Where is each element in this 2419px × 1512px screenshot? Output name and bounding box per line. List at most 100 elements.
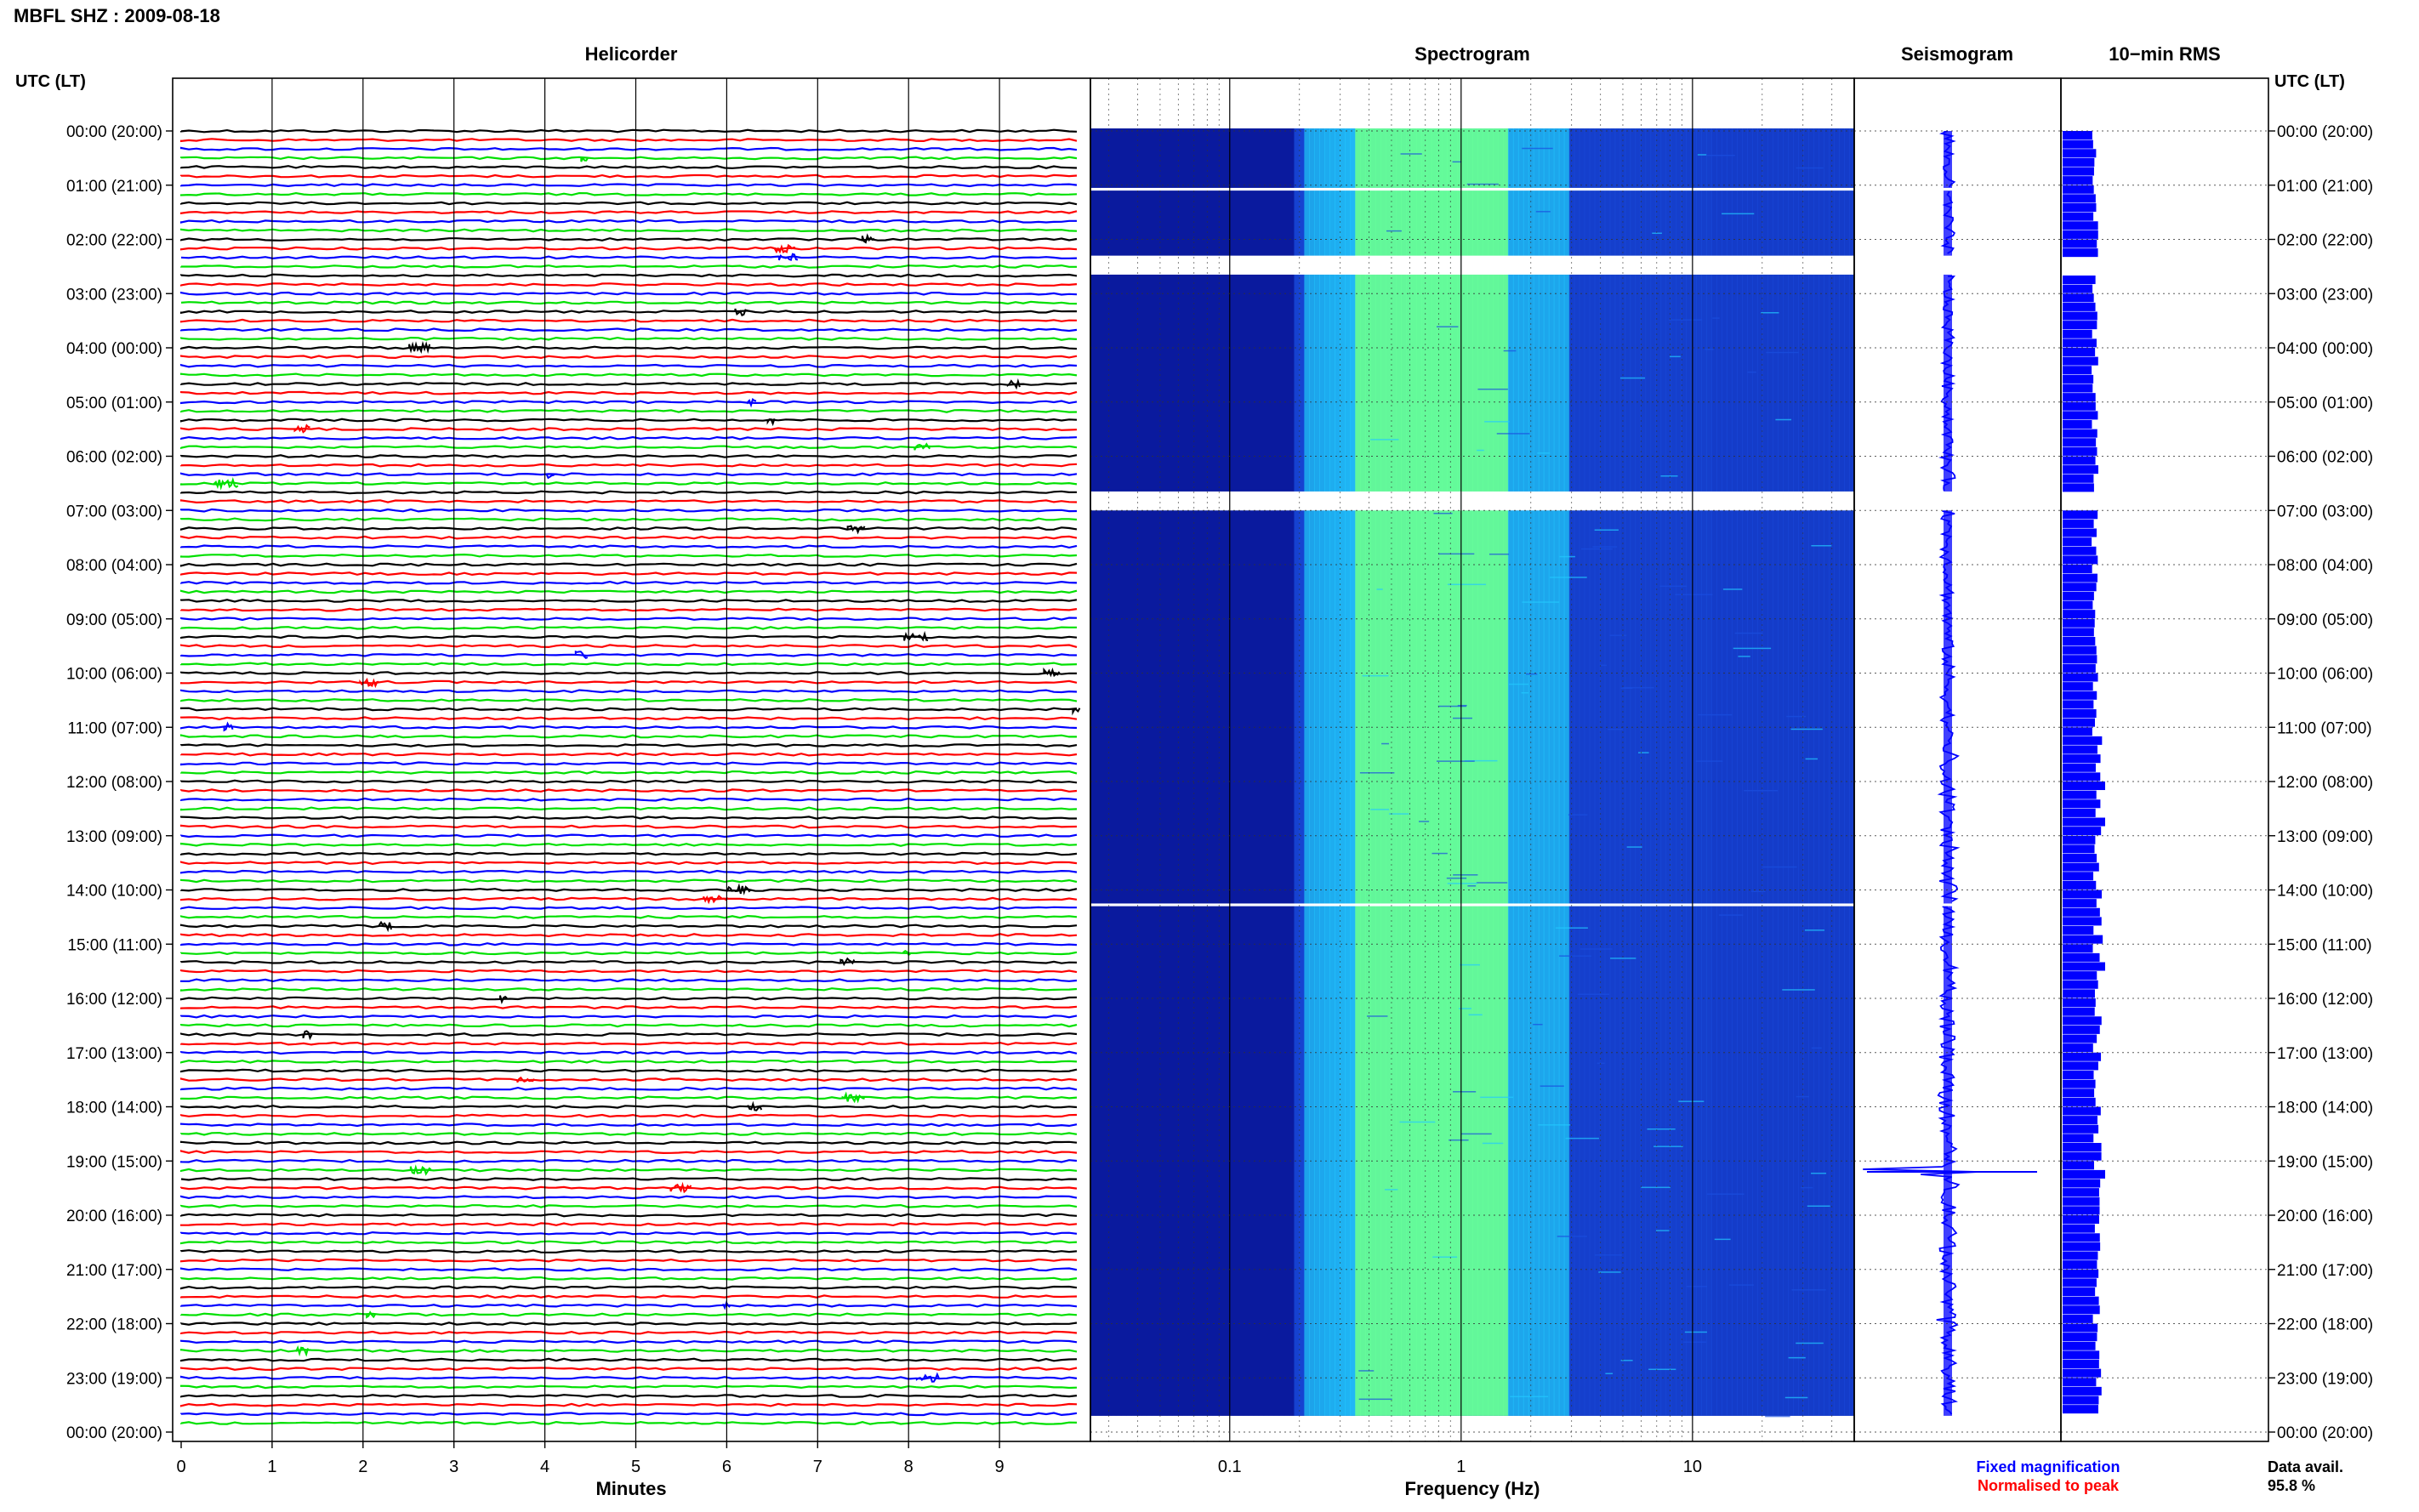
- hour-tick-label-right: 06:00 (02:00): [2277, 449, 2373, 467]
- rms-bar: [2063, 1188, 2099, 1197]
- rms-bar: [2063, 1116, 2097, 1125]
- spectrogram-streak: [1466, 183, 1499, 185]
- spectrogram-streak: [1801, 1186, 1813, 1189]
- spectrogram-streak: [1722, 213, 1755, 215]
- helicorder-trace: [179, 210, 1078, 214]
- spectrogram-streak: [1433, 512, 1453, 514]
- rms-bar: [2063, 790, 2097, 799]
- seismogram-trace: [1863, 130, 1980, 1415]
- rms-bar: [2063, 1287, 2096, 1297]
- helicorder-trace: [179, 644, 1078, 649]
- helicorder-trace: [179, 599, 1078, 603]
- rms-bar: [2063, 1179, 2101, 1188]
- helicorder-trace: [179, 310, 1077, 315]
- spectrogram-streak: [1399, 1121, 1436, 1123]
- seismogram-data-gap: [1854, 187, 2061, 191]
- helicorder-event: [223, 721, 234, 732]
- rms-bar: [2063, 917, 2102, 926]
- rms-bar: [2063, 1206, 2100, 1215]
- rms-bar: [2063, 519, 2094, 528]
- helicorder-trace: [179, 156, 1078, 161]
- spectrogram-streak: [1452, 161, 1462, 163]
- rms-bar: [2063, 600, 2093, 610]
- helicorder-trace: [179, 888, 1078, 892]
- helicorder-trace: [180, 255, 1078, 260]
- spectrogram-streak: [1370, 809, 1390, 810]
- spectrogram-streak: [1706, 1193, 1745, 1195]
- helicorder-trace: [179, 1367, 1078, 1372]
- helicorder-trace: [179, 201, 1078, 206]
- spectrogram-band: [1778, 128, 1784, 1416]
- rms-bar: [2063, 356, 2098, 366]
- rms-bar: [2063, 510, 2098, 520]
- rms-bar: [2063, 1052, 2102, 1061]
- helicorder-event: [669, 1181, 692, 1194]
- rms-bar: [2063, 1106, 2101, 1116]
- helicorder-trace: [179, 734, 1077, 739]
- rms-bar: [2063, 880, 2097, 890]
- hour-tick-label-left: 16:00 (12:00): [66, 991, 162, 1009]
- spectrogram-band: [1819, 128, 1824, 1416]
- helicorder-trace: [179, 824, 1078, 829]
- spectrogram-band: [1737, 128, 1743, 1416]
- helicorder-event: [359, 677, 379, 689]
- hour-tick-label-right: 00:00 (20:00): [2277, 123, 2373, 141]
- spectrogram-band: [1574, 128, 1580, 1416]
- hour-tick-label-right: 01:00 (21:00): [2277, 178, 2373, 196]
- spectrogram-band: [1497, 128, 1504, 1416]
- spectrogram-streak: [1796, 1342, 1824, 1344]
- spectrogram-band: [1502, 128, 1509, 1416]
- helicorder-trace: [179, 625, 1077, 630]
- hour-tick-label-right: 18:00 (14:00): [2277, 1100, 2373, 1117]
- helicorder-trace: [179, 435, 1078, 441]
- rms-bar: [2063, 1143, 2102, 1152]
- spectrogram-band: [1650, 128, 1657, 1416]
- spectrogram-band: [1553, 128, 1560, 1416]
- rms-bar: [2063, 456, 2096, 465]
- helicorder-trace: [179, 788, 1078, 793]
- spectrogram-streak: [1652, 232, 1662, 235]
- spectrogram-title: Spectrogram: [1414, 43, 1530, 65]
- spectrogram-band: [1319, 128, 1325, 1416]
- helicorder-trace: [179, 1050, 1078, 1055]
- helicorder-trace: [179, 408, 1078, 413]
- helicorder-trace: [179, 1113, 1078, 1118]
- helicorder-event: [499, 995, 508, 1005]
- spectrogram-streak: [1811, 544, 1832, 547]
- helicorder-trace: [179, 941, 1078, 946]
- rms-bar: [2063, 980, 2098, 989]
- rms-bar: [2063, 1360, 2099, 1369]
- spectrogram-band: [1263, 128, 1270, 1416]
- spectrogram-streak: [1436, 326, 1459, 328]
- helicorder-trace: [179, 535, 1078, 540]
- spectrogram-band: [1222, 128, 1229, 1416]
- spectrogram-band: [1528, 128, 1534, 1416]
- helicorder-trace: [179, 1014, 1078, 1019]
- spectrogram-band: [1345, 128, 1351, 1416]
- data-avail-label: Data avail.: [2268, 1458, 2343, 1475]
- rms-bar: [2063, 1242, 2101, 1251]
- rms-bar: [2063, 645, 2097, 655]
- spectrogram-band: [1834, 128, 1840, 1416]
- hour-tick-label-left: 17:00 (13:00): [66, 1045, 162, 1063]
- spectrogram-streak: [1796, 1095, 1809, 1098]
- seismogram-band: [1944, 131, 1952, 1416]
- rms-bar: [2063, 1341, 2096, 1350]
- rms-bar: [2063, 203, 2097, 213]
- spectrogram-band: [1421, 128, 1427, 1416]
- helicorder-trace: [179, 1240, 1078, 1245]
- helicorder-trace: [179, 1276, 1078, 1281]
- spectrogram-streak: [1675, 594, 1713, 595]
- spectrogram-streak: [1367, 1015, 1388, 1017]
- spectrogram-streak: [1734, 632, 1763, 634]
- spectrogram-streak: [1453, 874, 1478, 876]
- rms-bar: [2063, 1251, 2098, 1260]
- spectrogram-band: [1258, 128, 1265, 1416]
- hour-tick-label-right: 05:00 (01:00): [2277, 395, 2373, 412]
- spectrogram-streak: [1782, 989, 1815, 991]
- helicorder-trace: [179, 996, 1078, 1001]
- spectrogram-band: [1283, 128, 1290, 1416]
- spectrogram-band: [1141, 128, 1147, 1416]
- helicorder-trace: [179, 146, 1078, 151]
